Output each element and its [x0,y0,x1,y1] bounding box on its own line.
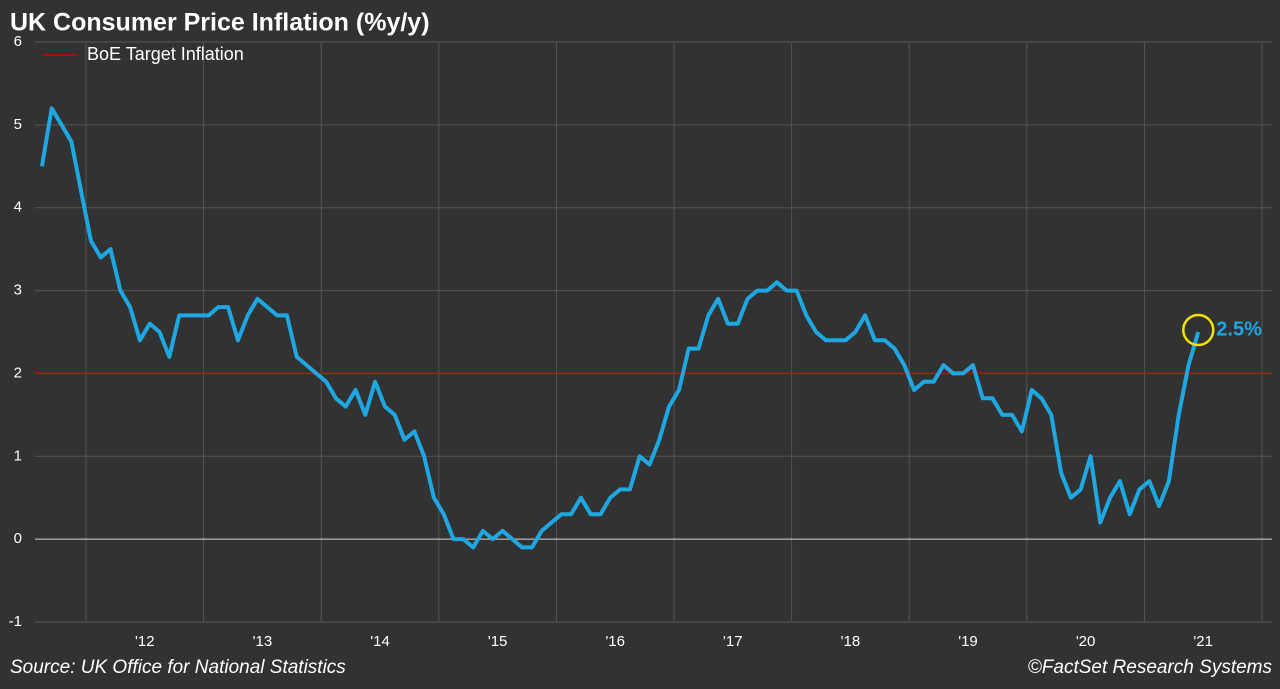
value-label: 2.5% [1216,318,1262,340]
x-tick-label: '14 [370,633,390,650]
x-tick-label: '17 [723,633,743,650]
y-tick-label: 3 [14,282,22,299]
y-tick-label: 5 [14,116,22,133]
x-tick-label: '15 [488,633,508,650]
source: Source: UK Office for National Statistic… [10,657,346,678]
y-tick-label: -1 [9,613,22,630]
y-tick-label: 6 [14,33,22,50]
x-tick-label: '13 [253,633,273,650]
x-tick-label: '18 [841,633,861,650]
credit: ©FactSet Research Systems [1028,657,1273,678]
legend-label: BoE Target Inflation [87,44,244,64]
x-tick-label: '12 [135,633,155,650]
y-tick-label: 0 [14,530,22,547]
x-tick-label: '19 [958,633,978,650]
chart-title: UK Consumer Price Inflation (%y/y) [10,9,430,37]
y-tick-label: 4 [14,199,22,216]
y-tick-label: 2 [14,364,22,381]
series-line [39,106,1201,550]
highlight-circle [1182,313,1215,347]
y-tick-label: 1 [14,447,22,464]
x-tick-label: '20 [1076,633,1096,650]
x-tick-label: '21 [1193,633,1213,650]
x-tick-label: '16 [605,633,625,650]
